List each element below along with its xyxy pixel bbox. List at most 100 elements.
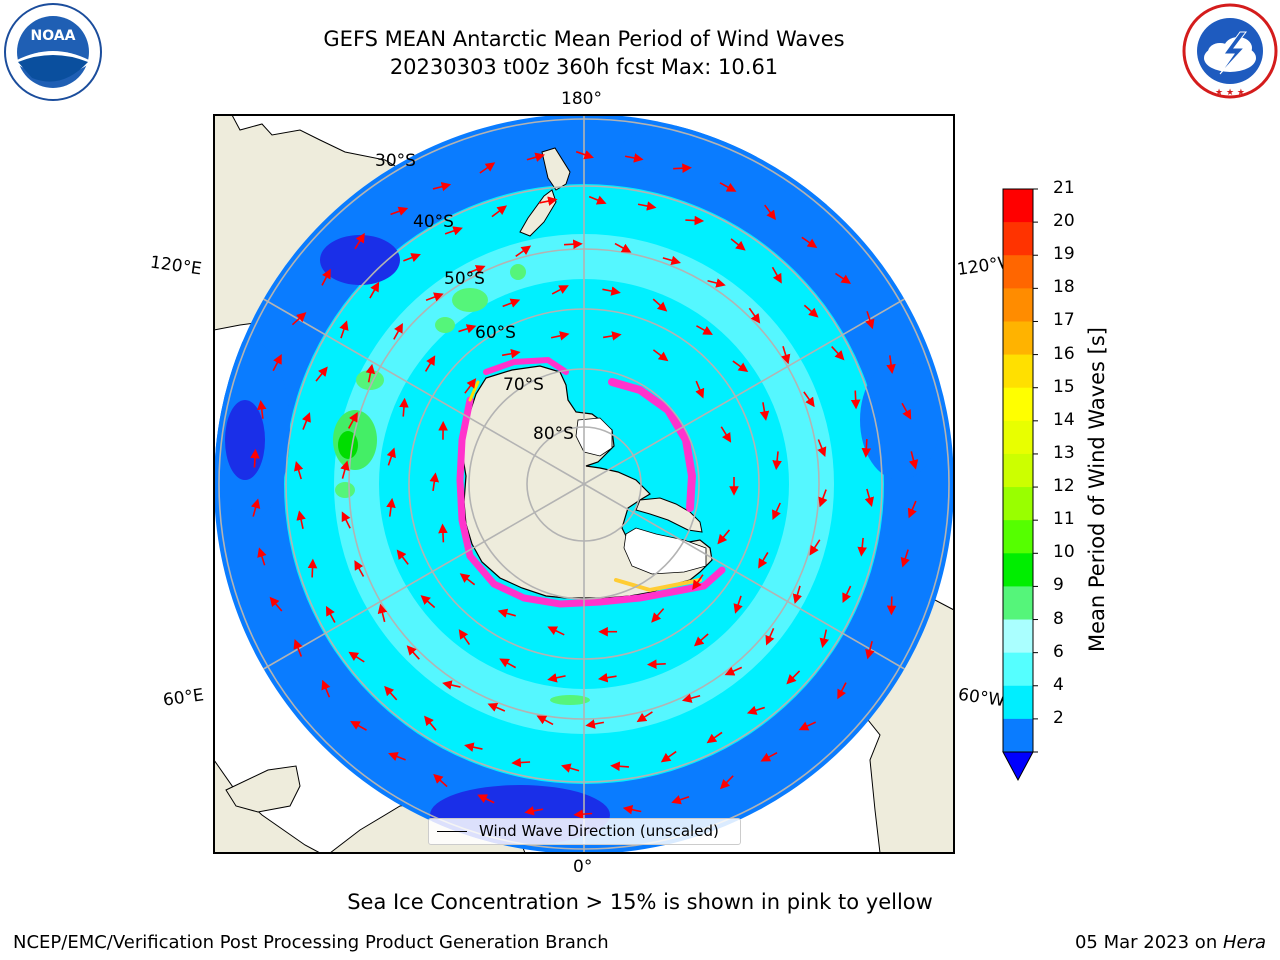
wave-direction-arrow: [341, 511, 351, 529]
wave-direction-arrow: [424, 355, 436, 372]
colorbar-extend-arrow: [1002, 751, 1034, 782]
wave-direction-arrow: [536, 715, 554, 726]
wave-direction-arrow: [706, 731, 723, 744]
colorbar-tick-label: 2: [1053, 707, 1064, 728]
wave-direction-arrow: [803, 304, 819, 318]
wave-direction-arrow: [393, 322, 403, 340]
colorbar-tick-label: 13: [1053, 442, 1075, 463]
wave-direction-arrow: [369, 281, 380, 299]
colorbar-segment: [1003, 453, 1033, 488]
wave-direction-arrow: [348, 651, 365, 663]
colorbar-segment: [1003, 685, 1033, 720]
wave-direction-arrow: [842, 585, 852, 604]
colorbar-frame: [1002, 188, 1034, 752]
wave-direction-arrow: [396, 549, 409, 565]
map-panel: [213, 114, 955, 854]
footer-credit: NCEP/EMC/Verification Post Processing Pr…: [13, 932, 609, 953]
wave-direction-arrow: [321, 268, 331, 286]
wave-direction-arrow: [907, 500, 917, 519]
wave-direction-arrow: [695, 380, 705, 399]
chart-title: GEFS MEAN Antarctic Mean Period of Wind …: [323, 27, 845, 51]
wave-direction-arrow: [464, 742, 483, 752]
wave-direction-arrow: [901, 402, 912, 420]
legend-label: Wind Wave Direction (unscaled): [479, 822, 719, 840]
sea-ice: [456, 356, 726, 608]
colorbar-segment: [1003, 586, 1033, 621]
wave-direction-arrow: [732, 360, 749, 373]
wave-direction-arrow: [685, 215, 705, 226]
colorbar-segment: [1003, 354, 1033, 389]
colorbar-segment: [1003, 487, 1033, 521]
wave-direction-arrow: [817, 439, 827, 458]
wave-direction-arrow: [403, 253, 421, 263]
wave-direction-arrow: [511, 757, 531, 768]
colorbar-segment: [1003, 553, 1033, 587]
lon-label-0: 0°: [573, 857, 593, 877]
colorbar-tick-label: 19: [1053, 244, 1075, 265]
wave-direction-arrow: [386, 497, 396, 517]
wave-direction-arrow: [733, 595, 743, 614]
wave-direction-arrow: [771, 266, 782, 284]
wave-direction-arrow: [831, 346, 845, 361]
wave-direction-arrow: [652, 349, 669, 362]
colorbar-tick-label: 9: [1053, 575, 1064, 596]
wave-direction-arrow: [438, 523, 448, 543]
wave-direction-arrow: [575, 150, 594, 160]
lon-label-60e: 60°E: [161, 685, 206, 711]
wave-direction-arrow: [865, 640, 875, 660]
colorbar-segment: [1003, 520, 1033, 554]
wave-direction-arrow: [622, 804, 642, 815]
wave-direction-arrow: [551, 285, 569, 295]
lon-label-180: 180°: [561, 89, 602, 109]
wave-direction-arrow: [624, 153, 644, 163]
wave-direction-arrow: [547, 626, 565, 636]
wave-direction-arrow: [673, 163, 692, 173]
wave-direction-arrow: [646, 659, 666, 669]
wave-direction-arrow: [819, 629, 830, 649]
wave-direction-arrow: [886, 355, 896, 375]
colorbar-tick-label: 11: [1053, 509, 1075, 530]
lat-label-50s: 50°S: [444, 269, 485, 289]
map-frame: [213, 114, 955, 854]
wave-direction-arrow: [760, 751, 778, 762]
chart-subtitle: 20230303 t00z 360h fcst Max: 10.61: [389, 55, 779, 79]
wave-direction-arrow: [515, 245, 532, 257]
wave-direction-arrow: [390, 206, 409, 216]
colorbar-segment: [1003, 222, 1033, 256]
colorbar-segment: [1003, 387, 1033, 422]
wave-direction-arrow: [499, 658, 517, 669]
wave-direction-arrow: [458, 629, 471, 646]
wave-direction-arrow: [354, 232, 365, 250]
wave-direction-arrow: [384, 685, 398, 701]
wave-direction-arrow: [573, 809, 593, 819]
wave-direction-arrow: [294, 461, 304, 480]
wave-direction-arrow: [501, 348, 521, 359]
wave-direction-arrow: [730, 238, 746, 251]
colorbar-tick-label: 14: [1053, 409, 1075, 430]
legend-line-swatch: [437, 831, 467, 832]
wave-direction-arrow: [429, 472, 440, 492]
wave-direction-arrow: [442, 680, 461, 690]
wave-direction-arrow: [681, 693, 701, 703]
wave-direction-arrow: [424, 715, 437, 731]
wave-direction-arrow: [399, 397, 409, 417]
wave-direction-arrow: [563, 239, 583, 250]
wave-direction-arrow: [803, 391, 815, 408]
map-legend: Wind Wave Direction (unscaled): [428, 818, 741, 845]
wave-direction-arrow: [307, 558, 318, 578]
wave-direction-arrow: [652, 298, 668, 312]
wave-direction-arrow: [662, 255, 681, 266]
wave-direction-arrow: [671, 795, 690, 805]
colorbar-segment: [1003, 718, 1033, 753]
wave-direction-arrow: [458, 324, 477, 334]
lon-label-120e: 120°E: [148, 252, 203, 280]
wave-direction-arrow: [256, 400, 267, 419]
nws-logo: ★ ★ ★: [1182, 3, 1278, 99]
wave-direction-arrow: [651, 608, 665, 623]
wave-direction-arrow: [547, 673, 566, 683]
colorbar-tick-label: 4: [1053, 674, 1064, 695]
wave-direction-arrow: [250, 448, 260, 468]
wave-direction-arrow: [786, 670, 801, 685]
wave-direction-arrow: [464, 378, 477, 394]
wave-direction-arrow: [610, 761, 630, 772]
